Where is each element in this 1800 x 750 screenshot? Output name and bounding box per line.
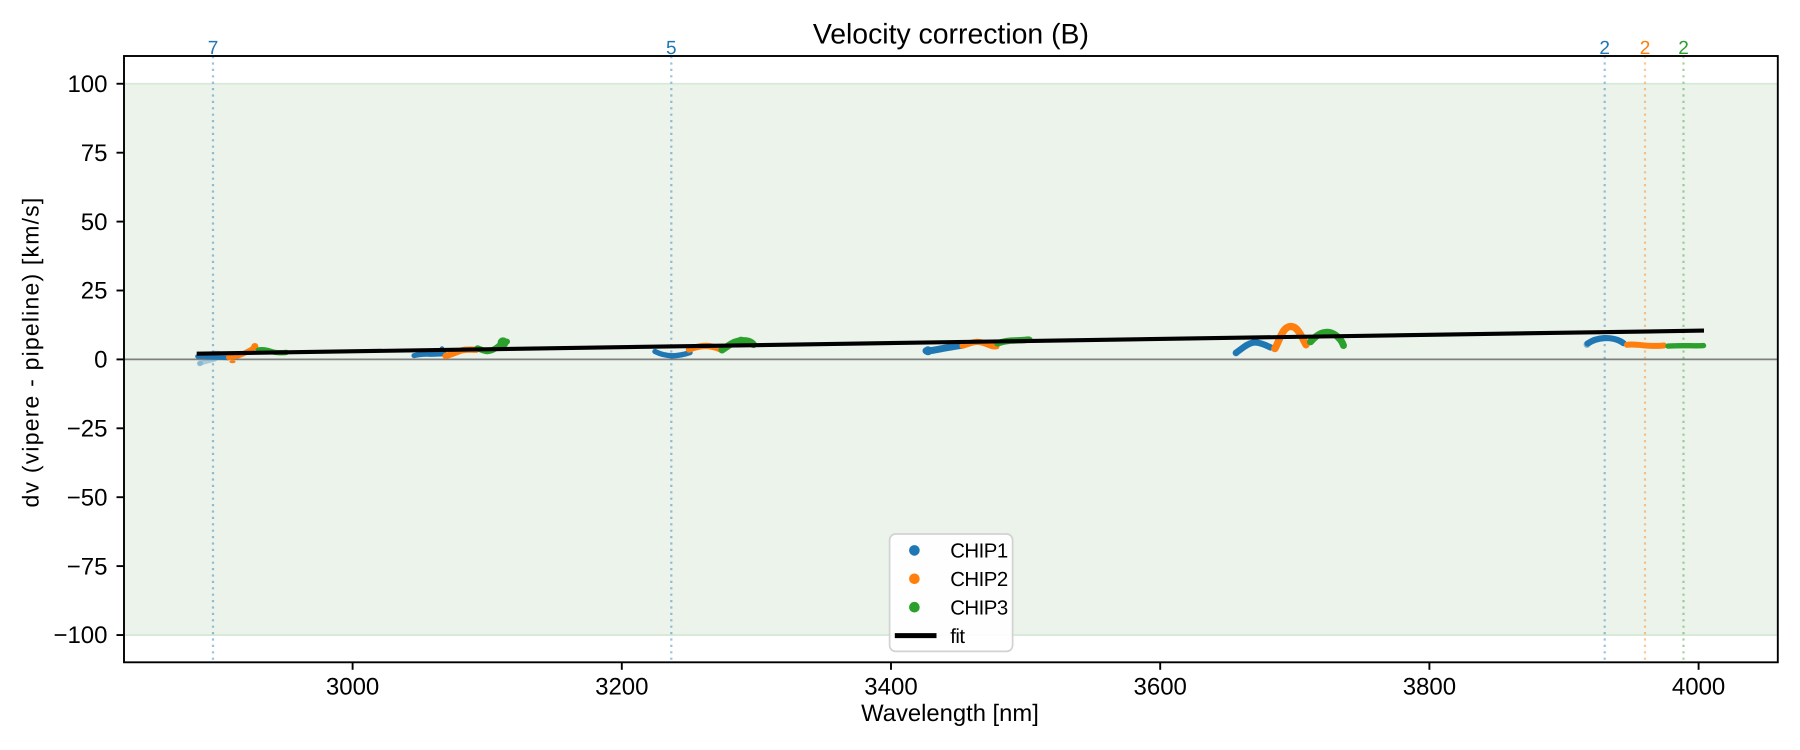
svg-text:fit: fit xyxy=(950,626,965,648)
svg-text:2: 2 xyxy=(1640,38,1651,59)
svg-text:3600: 3600 xyxy=(1134,674,1187,701)
svg-text:5: 5 xyxy=(666,38,677,59)
svg-text:2: 2 xyxy=(1599,38,1610,59)
svg-text:CHIP3: CHIP3 xyxy=(950,597,1008,619)
svg-text:Velocity correction (B): Velocity correction (B) xyxy=(813,19,1089,51)
svg-text:75: 75 xyxy=(81,140,108,167)
svg-text:3800: 3800 xyxy=(1403,674,1456,701)
svg-text:100: 100 xyxy=(67,71,107,98)
svg-text:−25: −25 xyxy=(67,416,108,443)
svg-text:3000: 3000 xyxy=(326,674,379,701)
svg-text:4000: 4000 xyxy=(1672,674,1725,701)
svg-text:CHIP2: CHIP2 xyxy=(950,569,1008,591)
svg-text:3200: 3200 xyxy=(595,674,648,701)
svg-text:3400: 3400 xyxy=(864,674,917,701)
svg-text:CHIP1: CHIP1 xyxy=(950,541,1008,563)
svg-text:dv (vipere - pipeline) [km/s]: dv (vipere - pipeline) [km/s] xyxy=(18,197,44,508)
svg-text:7: 7 xyxy=(208,38,219,59)
svg-text:0: 0 xyxy=(94,347,107,374)
svg-text:−75: −75 xyxy=(67,553,108,580)
svg-text:−50: −50 xyxy=(67,484,108,511)
svg-text:50: 50 xyxy=(81,209,108,236)
svg-text:2: 2 xyxy=(1678,38,1689,59)
svg-text:Wavelength [nm]: Wavelength [nm] xyxy=(861,700,1039,727)
svg-text:25: 25 xyxy=(81,278,108,305)
svg-text:−100: −100 xyxy=(53,622,107,649)
